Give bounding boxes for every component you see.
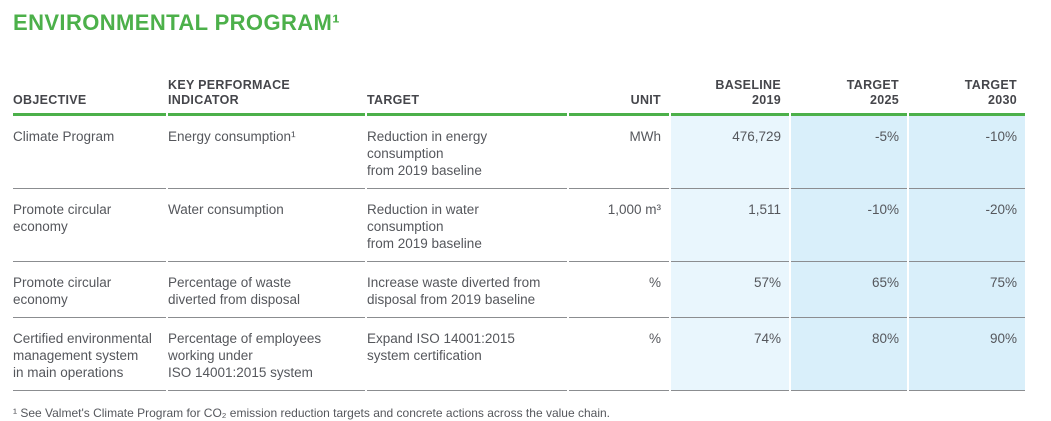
cell-baseline-2019: 74%	[671, 318, 789, 391]
cell-kpi: Water consumption	[168, 189, 365, 262]
table-row: Promote circular economy Water consumpti…	[13, 189, 1025, 262]
cell-target-2030: 75%	[909, 262, 1025, 318]
cell-target: Reduction in energy consumption from 201…	[367, 116, 567, 189]
cell-kpi: Percentage of waste diverted from dispos…	[168, 262, 365, 318]
cell-kpi: Percentage of employees working under IS…	[168, 318, 365, 391]
column-header-target-2025: TARGET 2025	[791, 78, 907, 116]
cell-target: Reduction in water consumption from 2019…	[367, 189, 567, 262]
cell-unit: 1,000 m³	[569, 189, 669, 262]
cell-objective: Climate Program	[13, 116, 166, 189]
cell-baseline-2019: 57%	[671, 262, 789, 318]
cell-target-2030: -20%	[909, 189, 1025, 262]
table-body: Climate Program Energy consumption¹ Redu…	[13, 116, 1025, 391]
cell-baseline-2019: 476,729	[671, 116, 789, 189]
column-header-unit: UNIT	[569, 78, 669, 116]
cell-unit: MWh	[569, 116, 669, 189]
table-row: Certified environmental management syste…	[13, 318, 1025, 391]
cell-target: Expand ISO 14001:2015 system certificati…	[367, 318, 567, 391]
cell-target-2030: -10%	[909, 116, 1025, 189]
cell-objective: Promote circular economy	[13, 189, 166, 262]
table-row: Promote circular economy Percentage of w…	[13, 262, 1025, 318]
environmental-program-table: OBJECTIVE KEY PERFORMACE INDICATOR TARGE…	[11, 78, 1027, 391]
column-header-baseline-2019: BASELINE 2019	[671, 78, 789, 116]
cell-baseline-2019: 1,511	[671, 189, 789, 262]
page-title: ENVIRONMENTAL PROGRAM¹	[13, 10, 340, 35]
header-row: OBJECTIVE KEY PERFORMACE INDICATOR TARGE…	[13, 78, 1025, 116]
cell-objective: Promote circular economy	[13, 262, 166, 318]
cell-target-2030: 90%	[909, 318, 1025, 391]
cell-target-2025: -10%	[791, 189, 907, 262]
footnote: ¹ See Valmet's Climate Program for CO₂ e…	[13, 406, 610, 420]
column-header-kpi: KEY PERFORMACE INDICATOR	[168, 78, 365, 116]
cell-target-2025: 80%	[791, 318, 907, 391]
cell-kpi: Energy consumption¹	[168, 116, 365, 189]
cell-unit: %	[569, 318, 669, 391]
column-header-objective: OBJECTIVE	[13, 78, 166, 116]
table-header: OBJECTIVE KEY PERFORMACE INDICATOR TARGE…	[13, 78, 1025, 116]
cell-target-2025: 65%	[791, 262, 907, 318]
cell-objective: Certified environmental management syste…	[13, 318, 166, 391]
column-header-target-2030: TARGET 2030	[909, 78, 1025, 116]
column-header-target: TARGET	[367, 78, 567, 116]
table-row: Climate Program Energy consumption¹ Redu…	[13, 116, 1025, 189]
cell-unit: %	[569, 262, 669, 318]
cell-target-2025: -5%	[791, 116, 907, 189]
cell-target: Increase waste diverted from disposal fr…	[367, 262, 567, 318]
